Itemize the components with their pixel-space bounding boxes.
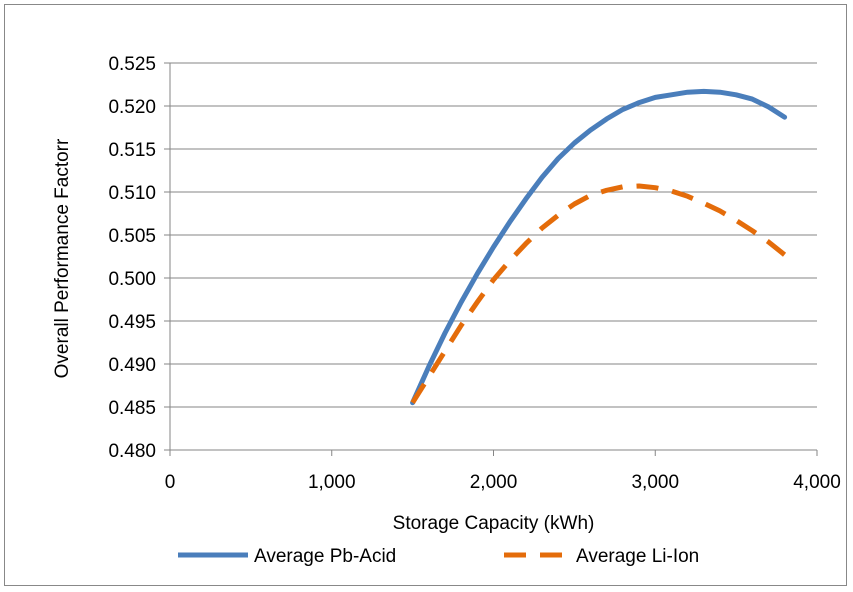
x-tick-label: 0 bbox=[165, 472, 176, 493]
x-tick-label: 4,000 bbox=[793, 472, 841, 493]
chart-frame bbox=[4, 4, 847, 586]
series-line-2 bbox=[410, 183, 787, 405]
y-tick-label: 0.510 bbox=[108, 183, 156, 204]
axes bbox=[164, 62, 818, 456]
y-tick-label: 0.490 bbox=[108, 355, 156, 376]
y-tick-label: 0.520 bbox=[108, 97, 156, 118]
legend-label: Average Li-Ion bbox=[576, 546, 699, 567]
y-tick-label: 0.480 bbox=[108, 441, 156, 462]
y-axis-title: Overall Performance Factorr bbox=[52, 138, 73, 378]
y-tick-label: 0.525 bbox=[108, 54, 156, 75]
y-tick-label: 0.515 bbox=[108, 140, 156, 161]
gridlines bbox=[170, 62, 817, 451]
x-axis-title: Storage Capacity (kWh) bbox=[393, 513, 595, 534]
x-tick-label: 3,000 bbox=[631, 472, 679, 493]
y-tick-label: 0.485 bbox=[108, 398, 156, 419]
series-lines bbox=[410, 88, 788, 406]
legend-label: Average Pb-Acid bbox=[254, 546, 396, 567]
x-tick-label: 2,000 bbox=[470, 472, 518, 493]
tick-labels: 0.480 0.485 0.490 0.495 0.500 0.505 0.510 0.515… bbox=[108, 54, 840, 493]
x-tick-label: 1,000 bbox=[308, 472, 356, 493]
legend: Average Pb-Acid Average Li-Ion bbox=[178, 546, 699, 567]
y-tick-label: 0.500 bbox=[108, 269, 156, 290]
series-line-1 bbox=[410, 88, 788, 406]
y-tick-label: 0.495 bbox=[108, 312, 156, 333]
y-tick-label: 0.505 bbox=[108, 226, 156, 247]
